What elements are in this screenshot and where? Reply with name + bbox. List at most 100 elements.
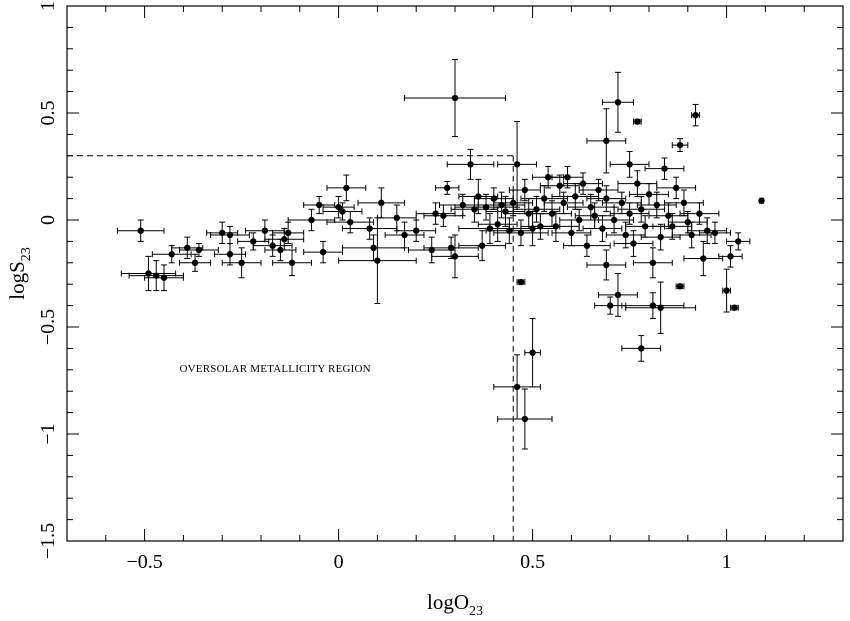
- data-point: [603, 195, 610, 202]
- data-point: [288, 259, 296, 266]
- data-point: [366, 225, 373, 232]
- data-point: [482, 203, 490, 211]
- data-point: [735, 238, 742, 245]
- x-tick-label: 0: [334, 551, 344, 573]
- data-point: [444, 184, 451, 192]
- data-point: [486, 225, 494, 232]
- data-point: [525, 210, 532, 217]
- data-point: [723, 287, 730, 294]
- x-tick-label: 0.5: [520, 551, 545, 573]
- data-point: [587, 203, 594, 211]
- data-point: [513, 383, 521, 391]
- data-point: [564, 174, 571, 181]
- data-point: [284, 229, 292, 237]
- data-point: [261, 227, 269, 234]
- data-point: [393, 214, 400, 222]
- data-point: [440, 212, 447, 219]
- data-point: [451, 253, 459, 260]
- data-point: [645, 191, 653, 198]
- data-point: [191, 259, 199, 266]
- data-point: [226, 231, 234, 239]
- data-point: [339, 208, 346, 215]
- data-point: [513, 161, 521, 168]
- data-point: [688, 231, 695, 239]
- data-point: [517, 229, 525, 237]
- data-point: [680, 199, 688, 207]
- data-point: [521, 186, 529, 194]
- data-point: [692, 111, 699, 119]
- data-point: [145, 270, 152, 277]
- data-point: [432, 210, 439, 217]
- data-point: [521, 415, 529, 423]
- data-point: [413, 227, 420, 234]
- data-point: [160, 274, 168, 281]
- data-point: [195, 246, 203, 254]
- data-point: [704, 227, 711, 234]
- data-point: [277, 246, 284, 254]
- data-point: [537, 223, 544, 230]
- data-point: [498, 201, 505, 209]
- data-point: [544, 174, 552, 181]
- data-point: [517, 278, 525, 286]
- data-point: [626, 210, 633, 217]
- data-point: [510, 199, 517, 207]
- y-tick-label: −0.5: [37, 309, 59, 345]
- data-point: [219, 229, 226, 237]
- y-tick-label: −1.5: [37, 523, 59, 559]
- data-point: [672, 184, 680, 192]
- data-point: [447, 244, 455, 252]
- y-axis-label-subscript: 23: [19, 247, 34, 261]
- data-point: [459, 201, 466, 209]
- data-point: [657, 233, 664, 241]
- data-point: [374, 257, 381, 264]
- data-point: [758, 197, 765, 204]
- data-point: [684, 218, 691, 226]
- y-axis-label: logS23: [5, 247, 34, 300]
- data-point: [471, 206, 478, 213]
- data-point: [731, 304, 738, 311]
- data-point: [700, 255, 707, 262]
- data-point: [572, 193, 579, 200]
- data-point: [316, 201, 323, 209]
- error-bars: [116, 59, 765, 450]
- data-point: [502, 208, 509, 215]
- data-point: [137, 227, 144, 234]
- data-point: [548, 210, 556, 217]
- data-point: [669, 223, 676, 230]
- data-point: [649, 302, 657, 309]
- data-point: [308, 216, 315, 224]
- data-point: [676, 141, 684, 149]
- data-point: [653, 201, 660, 209]
- data-point: [641, 223, 649, 230]
- data-point: [599, 225, 606, 232]
- data-point: [575, 216, 583, 224]
- data-point: [153, 272, 160, 279]
- x-tick-label: 1: [722, 551, 732, 573]
- data-point: [343, 184, 350, 192]
- data-point: [529, 349, 536, 356]
- data-point: [626, 161, 633, 168]
- x-tick-label: −0.5: [126, 551, 162, 573]
- data-point: [533, 206, 540, 213]
- x-axis-label-main: logO: [427, 590, 469, 614]
- data-point: [541, 195, 548, 202]
- data-point: [634, 180, 641, 187]
- data-point: [727, 253, 734, 260]
- data-point: [610, 216, 618, 224]
- data-point: [281, 236, 288, 243]
- data-point: [184, 244, 191, 252]
- data-point: [630, 240, 637, 247]
- data-point: [665, 212, 672, 219]
- data-point: [226, 251, 234, 258]
- y-axis-label-main: logS: [5, 261, 29, 300]
- data-point: [676, 283, 684, 290]
- data-point: [451, 94, 459, 102]
- data-point: [614, 291, 622, 299]
- data-point: [661, 165, 668, 172]
- data-point: [370, 244, 377, 252]
- data-point: [490, 195, 497, 202]
- data-point: [696, 210, 703, 217]
- data-point: [552, 223, 560, 230]
- data-points: [137, 94, 765, 423]
